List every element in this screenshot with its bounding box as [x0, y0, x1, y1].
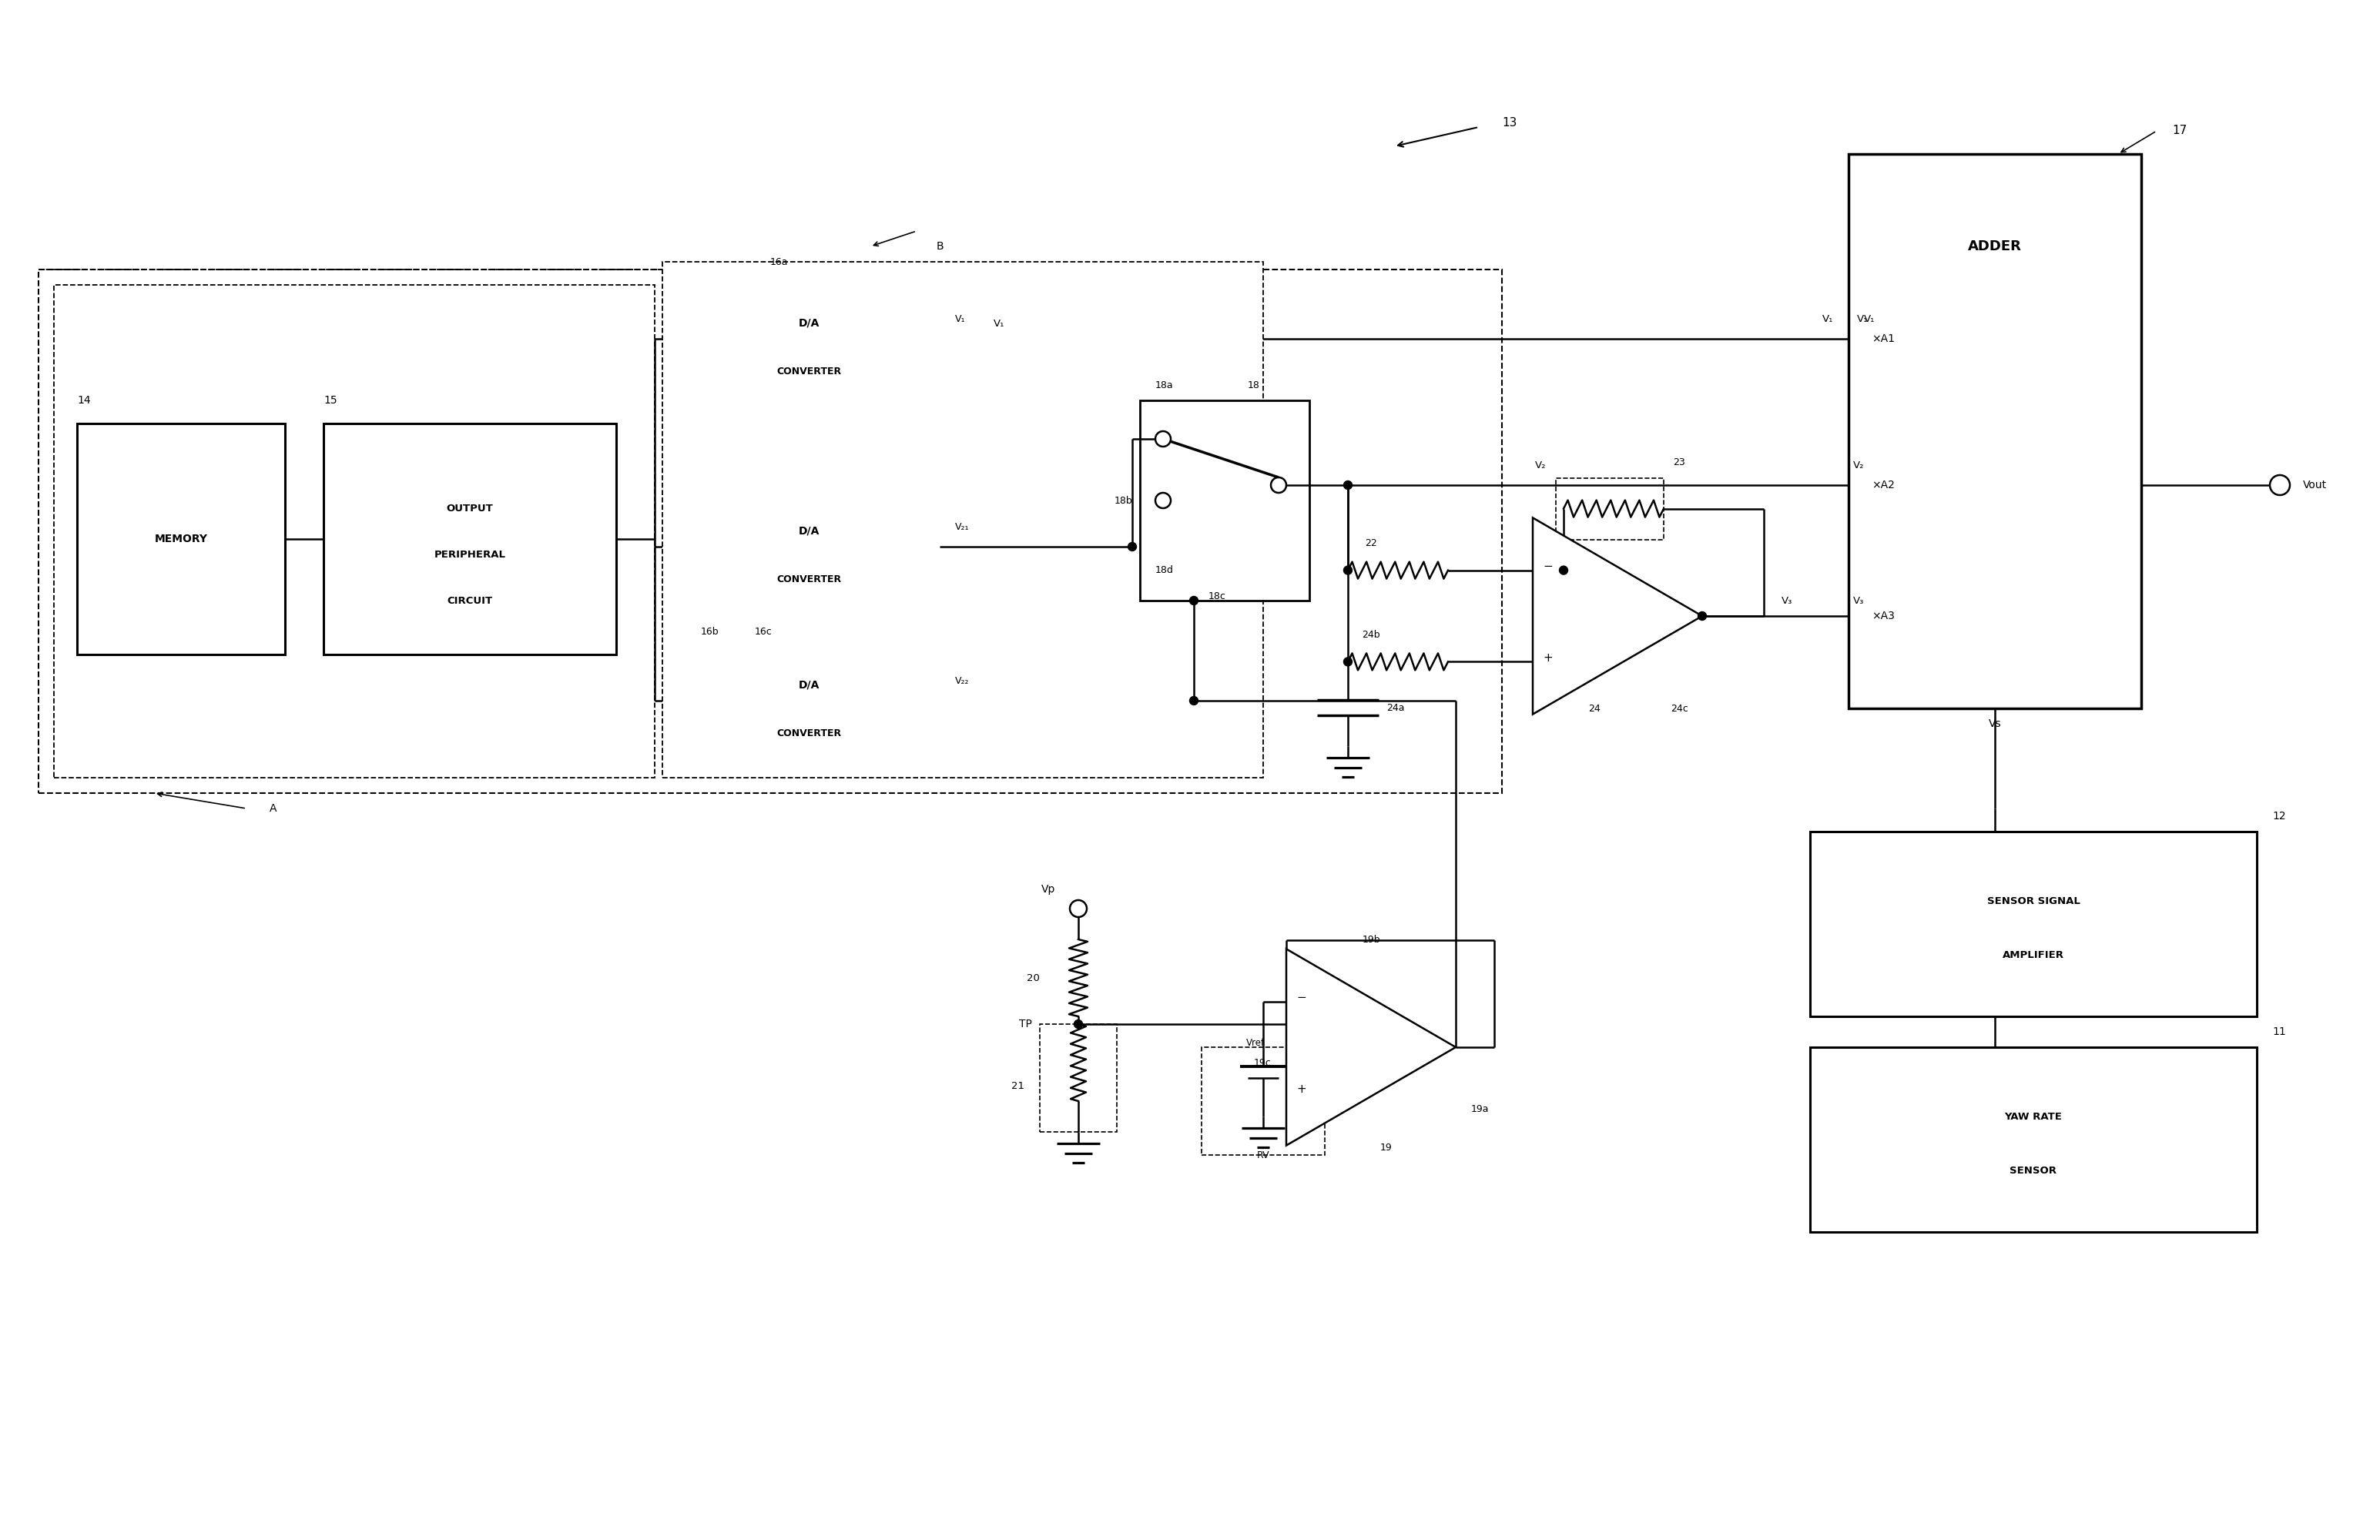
Text: 16a: 16a	[771, 257, 788, 266]
Text: −: −	[1542, 561, 1554, 573]
Text: MEMORY: MEMORY	[155, 534, 207, 545]
Circle shape	[2271, 474, 2290, 496]
Circle shape	[1271, 477, 1285, 493]
Bar	[1811, 1047, 2256, 1232]
Bar	[55, 285, 654, 778]
Text: Vp: Vp	[1040, 884, 1054, 895]
Text: 19c: 19c	[1254, 1058, 1271, 1069]
Text: SENSOR: SENSOR	[2009, 1166, 2056, 1175]
Text: 20: 20	[1026, 973, 1040, 983]
Text: 24a: 24a	[1388, 702, 1404, 713]
Bar	[1202, 1047, 1326, 1155]
Text: CONVERTER: CONVERTER	[776, 367, 840, 376]
Bar	[678, 639, 940, 770]
Polygon shape	[1533, 517, 1702, 715]
Circle shape	[1128, 542, 1138, 551]
Text: ×A2: ×A2	[1871, 480, 1894, 490]
Text: 13: 13	[1502, 117, 1516, 129]
Text: V₁: V₁	[1823, 314, 1833, 325]
Bar	[76, 424, 286, 654]
Bar	[662, 262, 1264, 778]
Text: CONVERTER: CONVERTER	[776, 574, 840, 584]
Circle shape	[1190, 696, 1197, 705]
Text: 18c: 18c	[1209, 591, 1226, 602]
Text: 19: 19	[1380, 1143, 1392, 1152]
Text: 24: 24	[1587, 704, 1599, 713]
Text: D/A: D/A	[797, 317, 819, 328]
Text: YAW RATE: YAW RATE	[2004, 1112, 2061, 1121]
Text: 18d: 18d	[1154, 565, 1173, 574]
Text: 18b: 18b	[1114, 496, 1133, 505]
Text: V₂: V₂	[1535, 460, 1547, 471]
Text: V₂₁: V₂₁	[954, 522, 969, 533]
Text: 24c: 24c	[1671, 704, 1687, 713]
Text: 21: 21	[1011, 1081, 1023, 1090]
Circle shape	[1697, 611, 1706, 621]
Text: 16b: 16b	[700, 627, 719, 636]
Bar	[1040, 1024, 1116, 1132]
Text: 14: 14	[76, 394, 90, 405]
Text: CIRCUIT: CIRCUIT	[447, 596, 493, 605]
Text: V₂: V₂	[1852, 460, 1864, 471]
Text: 17: 17	[2173, 125, 2187, 137]
Text: OUTPUT: OUTPUT	[447, 504, 493, 513]
Circle shape	[1345, 480, 1352, 490]
Polygon shape	[1285, 949, 1457, 1146]
Text: 23: 23	[1673, 457, 1685, 468]
Bar	[678, 277, 940, 408]
Bar	[1140, 400, 1309, 601]
Text: 16c: 16c	[754, 627, 774, 636]
Text: Vref: Vref	[1247, 1038, 1264, 1049]
Text: 18a: 18a	[1154, 380, 1173, 390]
Text: B: B	[935, 240, 942, 251]
Text: V₁: V₁	[1864, 314, 1875, 325]
Text: AMPLIFIER: AMPLIFIER	[2002, 950, 2063, 959]
Text: 12: 12	[2273, 810, 2285, 822]
Circle shape	[1190, 596, 1197, 605]
Text: D/A: D/A	[797, 525, 819, 536]
Text: ADDER: ADDER	[1968, 239, 2021, 253]
Circle shape	[1345, 567, 1352, 574]
Text: +: +	[1542, 651, 1554, 664]
Bar	[324, 424, 616, 654]
Text: V₂₂: V₂₂	[954, 676, 969, 687]
Circle shape	[1559, 567, 1568, 574]
Text: D/A: D/A	[797, 679, 819, 690]
Text: V₁: V₁	[1856, 314, 1868, 325]
Text: TP: TP	[1019, 1019, 1033, 1029]
Text: CONVERTER: CONVERTER	[776, 728, 840, 738]
Text: 22: 22	[1366, 539, 1378, 548]
Circle shape	[1071, 899, 1088, 916]
Circle shape	[1154, 493, 1171, 508]
Bar	[38, 270, 1502, 793]
Text: V₃: V₃	[1780, 596, 1792, 605]
Circle shape	[1345, 658, 1352, 665]
Text: V₃: V₃	[1854, 596, 1864, 605]
Text: ×A3: ×A3	[1871, 610, 1894, 621]
Text: A: A	[269, 804, 276, 813]
Text: 19a: 19a	[1471, 1104, 1490, 1113]
Text: 11: 11	[2273, 1026, 2285, 1038]
Bar	[1557, 477, 1664, 539]
Circle shape	[1154, 431, 1171, 447]
Text: −: −	[1297, 992, 1307, 1004]
Text: Vout: Vout	[2304, 480, 2328, 490]
Text: +: +	[1297, 1083, 1307, 1095]
Text: 19b: 19b	[1361, 935, 1380, 944]
Circle shape	[1073, 1019, 1083, 1029]
Text: PERIPHERAL: PERIPHERAL	[433, 550, 505, 559]
Text: Vs: Vs	[1987, 718, 2002, 730]
Bar	[1849, 154, 2142, 708]
Text: V₁: V₁	[992, 319, 1004, 328]
Text: 15: 15	[324, 394, 338, 405]
Text: RV: RV	[1257, 1150, 1269, 1160]
Text: 18: 18	[1247, 380, 1259, 390]
Text: SENSOR SIGNAL: SENSOR SIGNAL	[1987, 896, 2080, 906]
Text: 24b: 24b	[1361, 630, 1380, 639]
Text: ×A1: ×A1	[1871, 334, 1894, 345]
Bar	[678, 485, 940, 616]
Text: V₁: V₁	[954, 314, 966, 325]
Bar	[1811, 832, 2256, 1016]
